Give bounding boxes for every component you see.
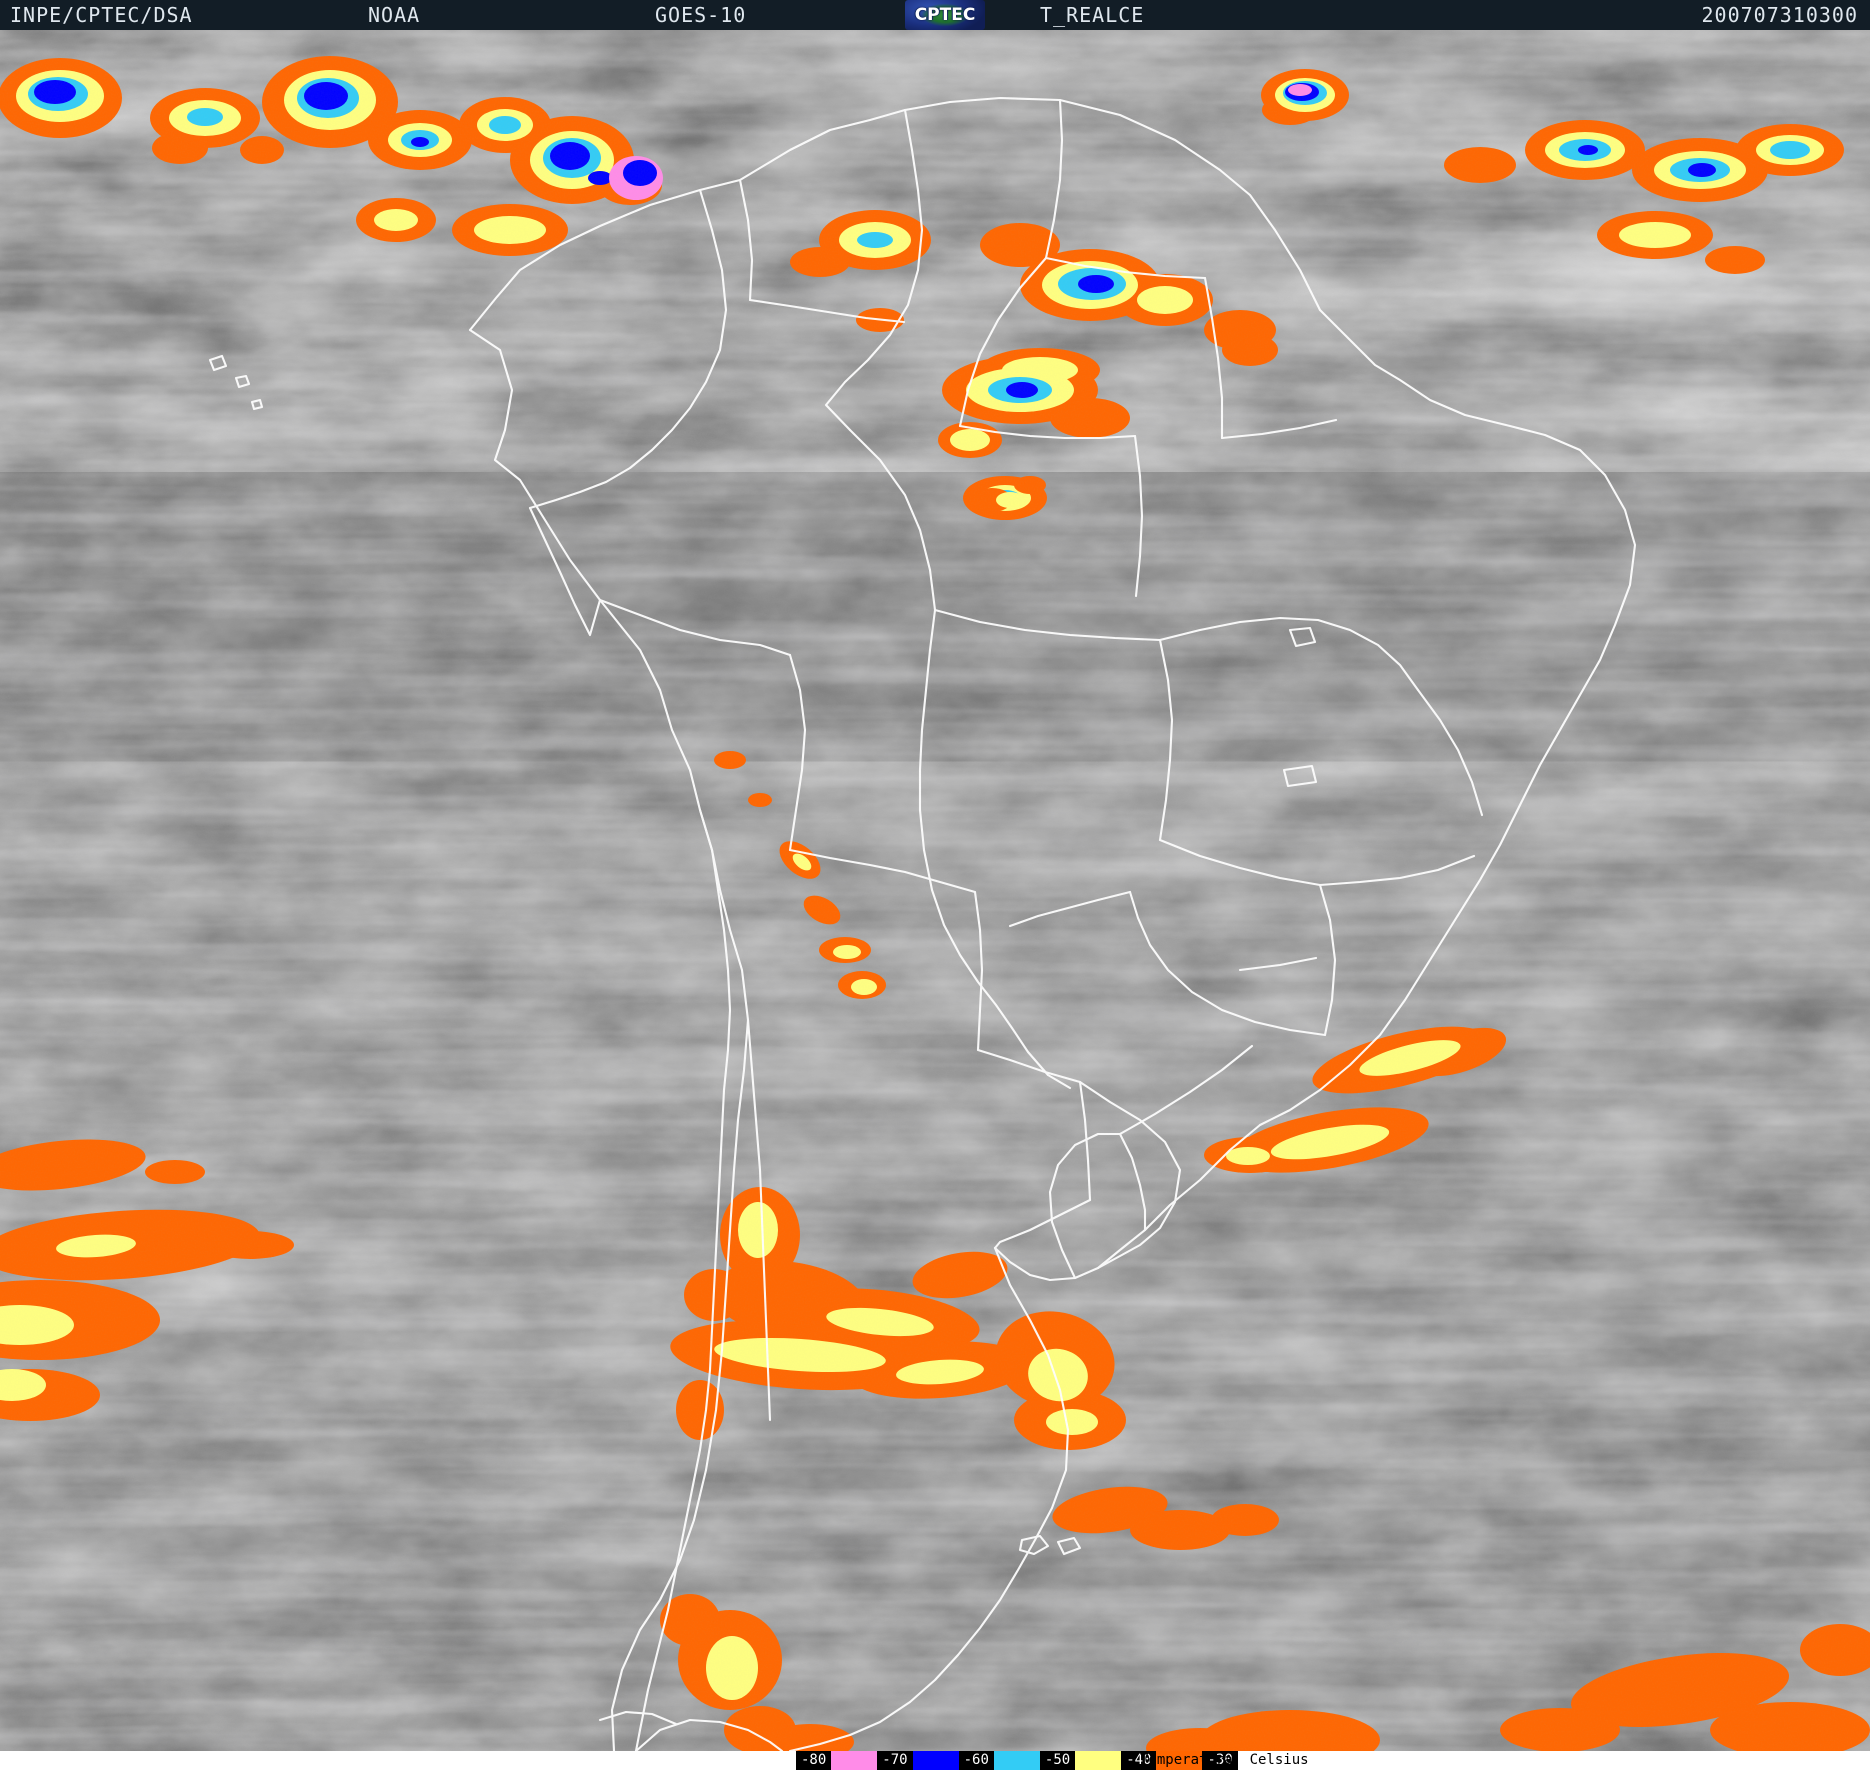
timestamp-label: 200707310300 [1701, 3, 1858, 27]
legend-swatch-magenta [831, 1751, 878, 1770]
institution-label: INPE/CPTEC/DSA [10, 3, 193, 27]
legend-tick-1: -70 [877, 1751, 913, 1770]
legend-tick-4: -40 [1121, 1751, 1157, 1770]
legend-title-label: Temperatura Celsius [1140, 1752, 1309, 1768]
legend-swatch-orange [1156, 1751, 1203, 1770]
legend-tick-5: -30 [1202, 1751, 1238, 1770]
image-header-bar: INPE/CPTEC/DSA NOAA GOES-10 T_REALCE 200… [0, 0, 1870, 30]
agency-label: NOAA [368, 3, 421, 27]
satellite-image [0, 30, 1870, 1751]
legend-tick-0: -80 [796, 1751, 832, 1770]
cptec-logo-text: CPTEC [914, 5, 976, 25]
cptec-globe-icon: CPTEC [905, 0, 985, 30]
satellite-image-canvas [0, 30, 1870, 1751]
legend-tick-2: -60 [958, 1751, 994, 1770]
satellite-label: GOES-10 [655, 3, 747, 27]
legend-tick-3: -50 [1039, 1751, 1076, 1770]
temperature-colorbar: -80 -70 -60 -50 -40 -30 [796, 1751, 1238, 1770]
legend-swatch-yellow [1075, 1751, 1122, 1770]
color-legend-bar: -80 -70 -60 -50 -40 -30 Temperatura Cels… [0, 1751, 1870, 1770]
legend-swatch-blue [912, 1751, 959, 1770]
legend-swatch-cyan [993, 1751, 1040, 1770]
product-label: T_REALCE [1040, 3, 1145, 27]
